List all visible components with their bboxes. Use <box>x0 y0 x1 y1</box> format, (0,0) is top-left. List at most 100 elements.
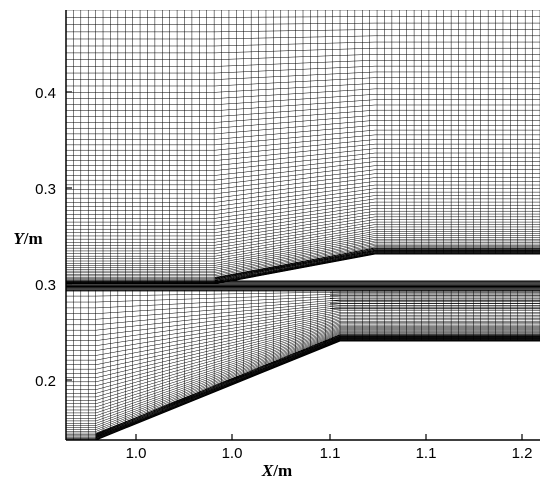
boundary-layer-line <box>214 248 376 280</box>
mesh-line <box>95 297 341 314</box>
mesh-line <box>95 327 341 401</box>
mesh-line <box>214 115 376 129</box>
mesh-line <box>214 246 376 277</box>
mesh-line <box>214 83 376 93</box>
mesh-line <box>214 125 376 140</box>
mesh-line <box>214 129 376 146</box>
mesh-line <box>214 88 376 99</box>
mesh-line <box>214 152 376 171</box>
mesh-line <box>214 208 376 233</box>
mesh-line <box>214 181 376 203</box>
mesh-line <box>214 22 376 25</box>
mesh-line <box>95 328 341 404</box>
mesh-line <box>214 198 376 223</box>
mesh-line <box>214 238 376 268</box>
mesh-line <box>214 228 376 257</box>
boundary-layer-line <box>95 339 341 440</box>
mesh-line <box>95 313 341 361</box>
boundary-layer-line <box>95 340 341 440</box>
mesh-line <box>214 165 376 186</box>
mesh-line <box>95 316 341 370</box>
mesh-line <box>214 134 376 151</box>
mesh-line <box>95 299 341 320</box>
mesh-line <box>214 120 376 135</box>
mesh-line <box>95 331 341 414</box>
mesh-line <box>95 320 341 383</box>
mesh-line <box>214 77 376 87</box>
mesh-line <box>95 335 341 424</box>
mesh-line <box>95 295 341 309</box>
mesh-line <box>214 65 376 74</box>
mesh-line <box>214 242 376 272</box>
mesh-line <box>95 301 341 326</box>
mesh-line <box>214 161 376 181</box>
mesh-line <box>95 329 341 408</box>
boundary-layer-line <box>214 253 376 285</box>
mesh-line <box>214 109 376 123</box>
mesh-line <box>214 210 376 237</box>
mesh-line <box>214 204 376 230</box>
mesh-line <box>214 99 376 111</box>
y-tick-label: 0.4 <box>35 85 56 102</box>
mesh-line <box>214 71 376 80</box>
mesh-line <box>95 303 341 331</box>
mesh-line <box>214 47 376 54</box>
mesh-line <box>214 16 376 18</box>
y-tick-label: 0.3 <box>35 277 56 294</box>
mesh-line <box>214 221 376 249</box>
mesh-line <box>95 332 341 416</box>
boundary-layer-line <box>214 249 376 281</box>
mesh-line <box>214 143 376 161</box>
mesh-line <box>214 233 376 262</box>
mesh-line <box>214 54 376 60</box>
mesh-line <box>95 305 341 336</box>
x-tick-label: 1.0 <box>222 445 243 462</box>
boundary-layer-line <box>214 247 376 279</box>
mesh-line <box>214 195 376 219</box>
x-tick-label: 1.2 <box>512 445 533 462</box>
boundary-layer-line <box>95 336 341 437</box>
mesh-line <box>95 308 341 346</box>
mesh-line <box>214 94 376 105</box>
mesh-line <box>214 184 376 207</box>
mesh-line <box>214 148 376 166</box>
x-axis-title: X/m <box>261 461 292 480</box>
mesh-line <box>95 306 341 341</box>
x-tick-label: 1.0 <box>126 445 147 462</box>
mesh-line <box>214 157 376 176</box>
mesh-line <box>95 312 341 356</box>
mesh-line <box>214 231 376 259</box>
mesh-line <box>214 104 376 117</box>
x-tick-label: 1.1 <box>320 445 341 462</box>
mesh-line <box>95 324 341 394</box>
mesh-line <box>95 323 341 390</box>
mesh-line <box>214 201 376 226</box>
boundary-layer-line <box>95 335 341 436</box>
mesh-line <box>214 237 376 266</box>
mesh-line <box>214 216 376 243</box>
mesh-line <box>214 35 376 40</box>
mesh-line <box>214 188 376 211</box>
mesh-line <box>95 333 341 419</box>
mesh-line <box>214 169 376 190</box>
boundary-layer-line <box>214 252 376 284</box>
axis-ticks <box>66 91 523 440</box>
mesh-line <box>95 326 341 398</box>
boundary-layer-line <box>95 334 341 435</box>
mesh-line <box>214 224 376 252</box>
boundary-layer-line <box>214 251 376 283</box>
mesh-line <box>214 191 376 215</box>
mesh-line <box>214 177 376 199</box>
mesh-line <box>214 41 376 47</box>
mesh-line <box>95 334 341 422</box>
upper-mesh-region <box>66 10 540 285</box>
mesh-line <box>95 315 341 365</box>
mesh-line <box>214 139 376 156</box>
mesh-line <box>95 322 341 387</box>
mesh-line <box>214 173 376 195</box>
mesh-line <box>214 243 376 274</box>
mesh-line <box>214 235 376 264</box>
y-tick-label: 0.3 <box>35 181 56 198</box>
y-tick-label: 0.2 <box>35 373 56 390</box>
